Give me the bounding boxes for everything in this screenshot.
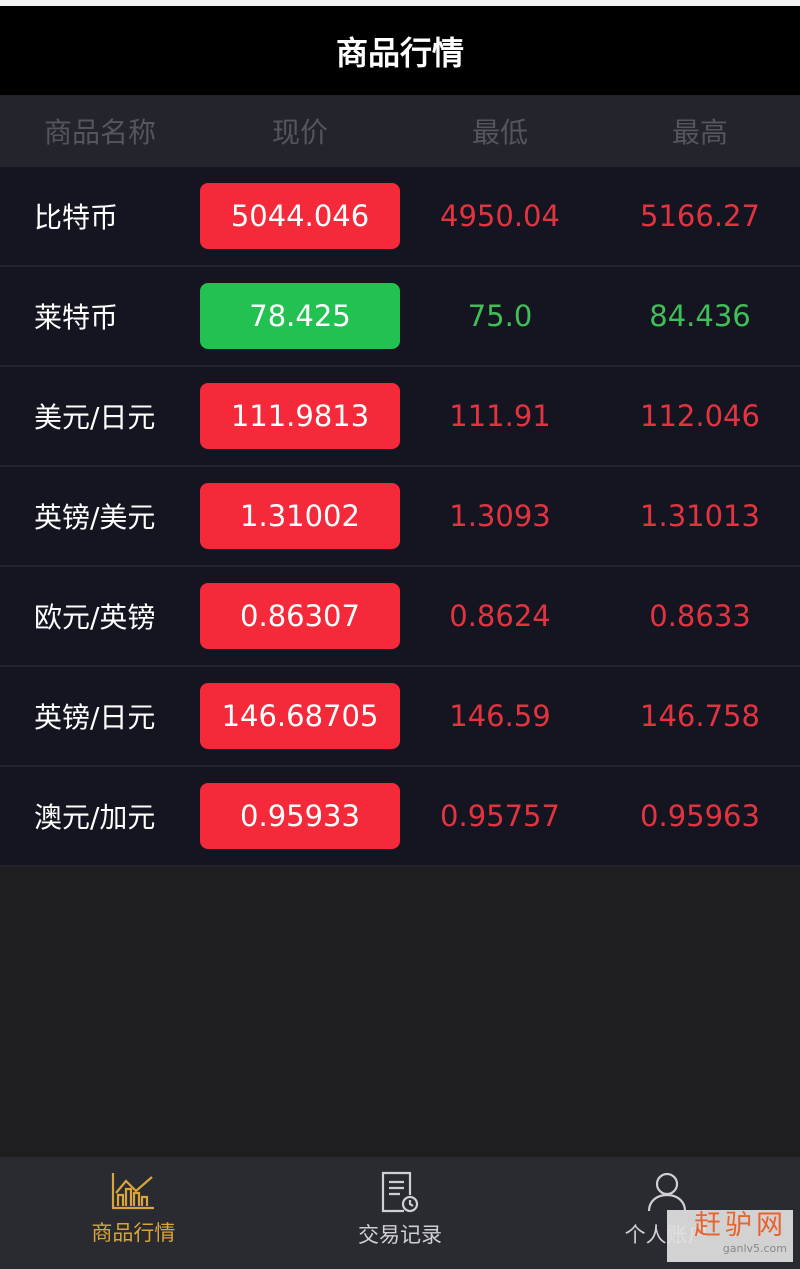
column-price: 现价 [271, 116, 328, 149]
tab-market[interactable]: 商品行情 [0, 1157, 267, 1269]
current-price-badge: 146.68705 [200, 683, 400, 749]
quote-list: 比特币 5044.046 4950.04 5166.27 莱特币 78.425 7… [0, 167, 800, 867]
high-price: 1.31013 [640, 499, 760, 533]
current-price-badge: 78.425 [200, 283, 400, 349]
watermark-logo: 赶驴网 ganlv5.com [667, 1210, 793, 1262]
current-price-badge: 1.31002 [200, 483, 400, 549]
product-name: 英镑/日元 [34, 701, 156, 734]
user-icon [647, 1172, 686, 1212]
high-price: 0.8633 [649, 599, 751, 633]
column-high: 最高 [671, 116, 728, 149]
table-row[interactable]: 比特币 5044.046 4950.04 5166.27 [0, 167, 800, 267]
column-low: 最低 [471, 116, 528, 149]
low-price: 0.8624 [449, 599, 551, 633]
product-name: 美元/日元 [34, 401, 156, 434]
chart-icon [112, 1173, 155, 1210]
table-row[interactable]: 英镑/日元 146.68705 146.59 146.758 [0, 667, 800, 767]
high-price: 0.95963 [640, 799, 760, 833]
product-name: 比特币 [34, 201, 119, 234]
table-row[interactable]: 欧元/英镑 0.86307 0.8624 0.8633 [0, 567, 800, 667]
table-header: 商品名称 现价 最低 最高 [0, 95, 800, 167]
table-row[interactable]: 澳元/加元 0.95933 0.95757 0.95963 [0, 767, 800, 867]
product-name: 澳元/加元 [34, 801, 156, 834]
current-price-badge: 111.9813 [200, 383, 400, 449]
watermark-text: 赶驴网 [694, 1210, 787, 1241]
product-name: 莱特币 [34, 301, 119, 334]
tab-records-label: 交易记录 [358, 1223, 442, 1247]
page-title: 商品行情 [0, 6, 800, 95]
current-price-badge: 0.86307 [200, 583, 400, 649]
high-price: 146.758 [640, 699, 760, 733]
bottom-nav: 商品行情 交易记录 个人账户 [0, 1157, 800, 1269]
low-price: 4950.04 [440, 199, 560, 233]
current-price-badge: 5044.046 [200, 183, 400, 249]
product-name: 欧元/英镑 [34, 601, 156, 634]
high-price: 112.046 [640, 399, 760, 433]
column-name: 商品名称 [43, 116, 156, 149]
low-price: 75.0 [467, 299, 533, 333]
tab-market-label: 商品行情 [91, 1221, 176, 1245]
table-row[interactable]: 莱特币 78.425 75.0 84.436 [0, 267, 800, 367]
high-price: 84.436 [649, 299, 751, 333]
low-price: 146.59 [449, 699, 551, 733]
low-price: 111.91 [449, 399, 551, 433]
current-price-badge: 0.95933 [200, 783, 400, 849]
document-clock-icon [381, 1171, 419, 1213]
watermark-url: ganlv5.com [722, 1242, 787, 1255]
low-price: 0.95757 [440, 799, 560, 833]
product-name: 英镑/美元 [34, 501, 156, 534]
table-row[interactable]: 美元/日元 111.9813 111.91 112.046 [0, 367, 800, 467]
low-price: 1.3093 [449, 499, 551, 533]
tab-records[interactable]: 交易记录 [267, 1157, 534, 1269]
high-price: 5166.27 [640, 199, 760, 233]
table-row[interactable]: 英镑/美元 1.31002 1.3093 1.31013 [0, 467, 800, 567]
status-strip [0, 0, 800, 6]
